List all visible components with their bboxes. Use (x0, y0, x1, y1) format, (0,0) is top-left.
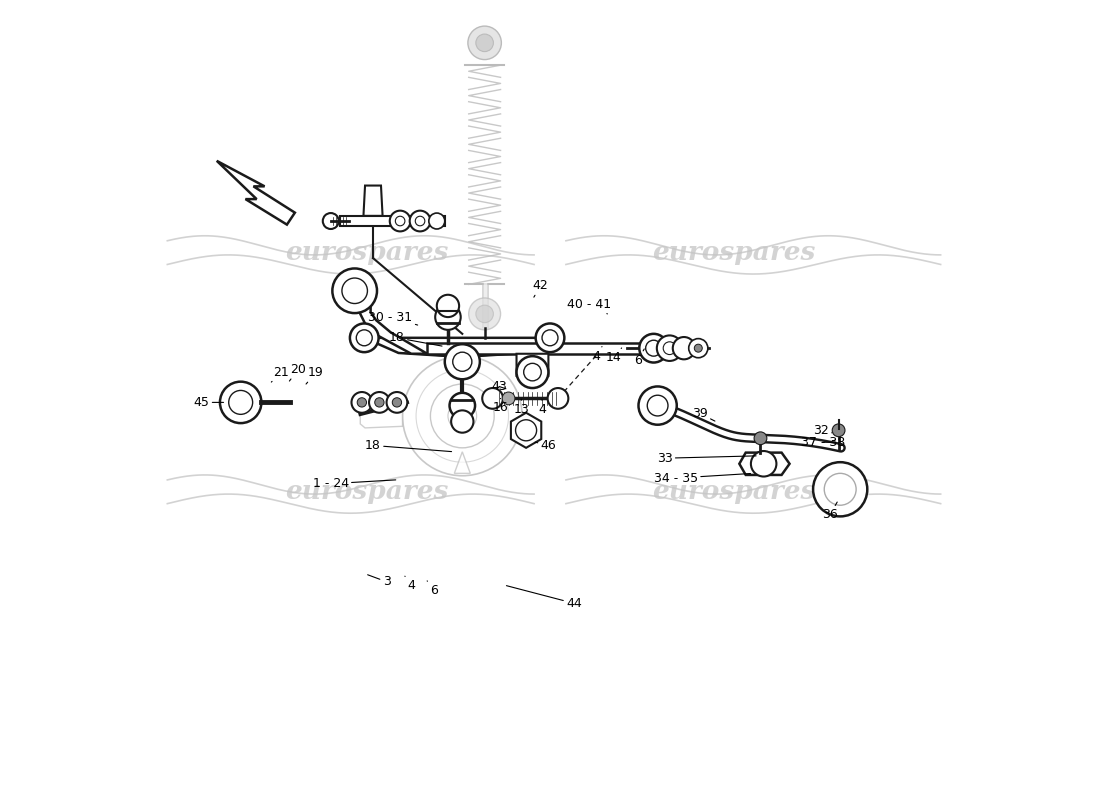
Circle shape (342, 278, 367, 303)
Polygon shape (340, 216, 444, 226)
Polygon shape (217, 161, 295, 225)
Circle shape (524, 363, 541, 381)
Text: 4: 4 (405, 576, 415, 592)
Polygon shape (739, 453, 790, 475)
Circle shape (694, 344, 702, 352)
Polygon shape (363, 186, 383, 216)
Circle shape (352, 392, 372, 413)
Text: 19: 19 (306, 366, 323, 384)
Circle shape (356, 330, 372, 346)
Circle shape (437, 294, 459, 317)
Circle shape (403, 356, 522, 476)
Text: 32: 32 (813, 424, 832, 437)
Circle shape (468, 26, 502, 59)
Circle shape (646, 340, 661, 356)
Circle shape (517, 356, 549, 388)
Circle shape (657, 335, 682, 361)
Text: 34 - 35: 34 - 35 (653, 472, 750, 485)
Circle shape (824, 474, 856, 506)
Polygon shape (361, 404, 403, 428)
Circle shape (516, 420, 537, 441)
Circle shape (393, 398, 402, 407)
Circle shape (673, 337, 695, 359)
Circle shape (663, 342, 676, 354)
Text: 33: 33 (657, 452, 756, 465)
Circle shape (386, 392, 407, 413)
Text: 6: 6 (427, 581, 438, 597)
Text: 20: 20 (289, 363, 306, 381)
Text: 30 - 31: 30 - 31 (368, 310, 418, 325)
Circle shape (322, 213, 339, 229)
Circle shape (469, 298, 500, 330)
Circle shape (358, 398, 366, 407)
Text: eurospares: eurospares (285, 479, 449, 504)
Polygon shape (355, 298, 427, 354)
Text: eurospares: eurospares (651, 240, 815, 265)
Text: 14: 14 (606, 348, 621, 364)
Circle shape (833, 424, 845, 437)
Circle shape (638, 386, 676, 425)
Polygon shape (364, 338, 550, 357)
Text: eurospares: eurospares (285, 240, 449, 265)
Circle shape (548, 388, 569, 409)
Circle shape (755, 432, 767, 445)
Circle shape (430, 384, 494, 448)
Circle shape (416, 370, 508, 462)
Circle shape (350, 323, 378, 352)
Circle shape (751, 451, 777, 477)
Text: 4: 4 (538, 399, 546, 416)
Circle shape (332, 269, 377, 313)
Circle shape (229, 390, 253, 414)
Text: eurospares: eurospares (651, 479, 815, 504)
Circle shape (448, 402, 476, 430)
Text: 18: 18 (389, 331, 442, 346)
Circle shape (220, 382, 262, 423)
Polygon shape (657, 342, 661, 354)
Circle shape (453, 352, 472, 371)
Circle shape (450, 393, 475, 418)
Text: 40 - 41: 40 - 41 (566, 298, 612, 314)
Text: 1 - 24: 1 - 24 (312, 478, 396, 490)
Text: 45: 45 (194, 396, 223, 409)
Text: 6: 6 (634, 349, 645, 366)
Text: 21: 21 (272, 366, 289, 382)
Circle shape (444, 344, 480, 379)
Circle shape (639, 334, 668, 362)
Text: 42: 42 (532, 279, 548, 297)
Circle shape (476, 34, 494, 52)
Circle shape (689, 338, 708, 358)
Circle shape (416, 216, 425, 226)
Text: 18: 18 (365, 439, 452, 452)
Circle shape (476, 305, 494, 322)
Circle shape (395, 216, 405, 226)
Polygon shape (517, 354, 549, 382)
Text: 46: 46 (536, 439, 557, 452)
Circle shape (429, 213, 444, 229)
Circle shape (503, 392, 515, 405)
Circle shape (409, 210, 430, 231)
Circle shape (647, 395, 668, 416)
Text: 44: 44 (506, 586, 582, 610)
Text: 16: 16 (493, 398, 508, 414)
Text: 13: 13 (514, 399, 529, 416)
Text: 37 - 38: 37 - 38 (801, 436, 845, 449)
Text: 39: 39 (692, 407, 715, 421)
Circle shape (482, 388, 503, 409)
Circle shape (389, 210, 410, 231)
Circle shape (813, 462, 867, 516)
Text: 36: 36 (822, 502, 838, 522)
Polygon shape (454, 452, 471, 474)
Text: 4: 4 (592, 346, 602, 362)
Circle shape (436, 304, 461, 330)
Polygon shape (510, 413, 541, 448)
Circle shape (368, 392, 389, 413)
Polygon shape (454, 356, 471, 378)
Circle shape (375, 398, 384, 407)
Circle shape (451, 410, 473, 433)
Circle shape (542, 330, 558, 346)
Circle shape (536, 323, 564, 352)
Text: 43: 43 (491, 380, 507, 393)
Text: 3: 3 (367, 574, 390, 588)
Polygon shape (427, 342, 657, 354)
